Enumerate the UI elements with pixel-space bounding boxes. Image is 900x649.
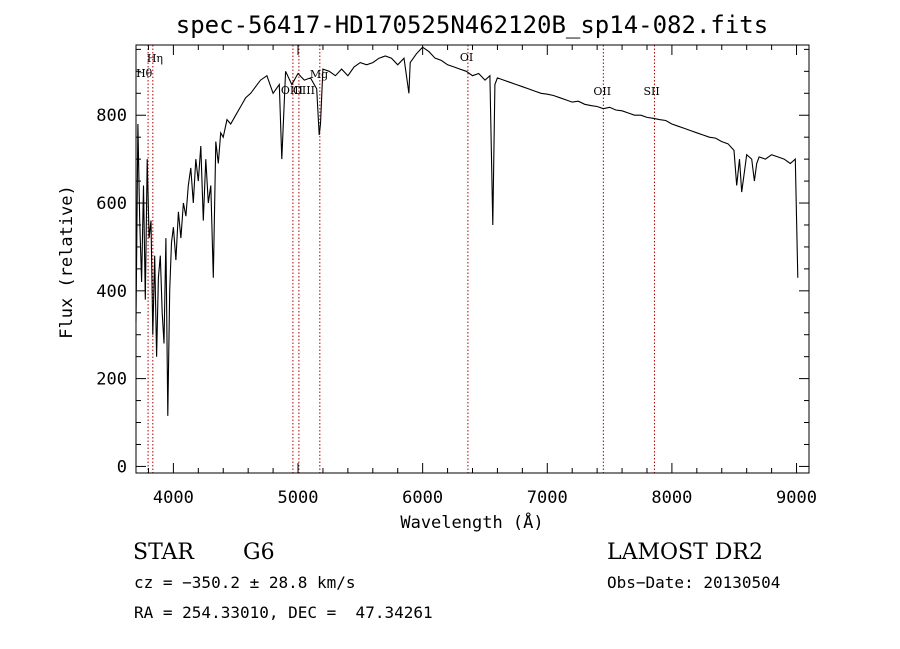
reference-lines bbox=[147, 45, 655, 473]
survey-name: LAMOST DR2 bbox=[607, 540, 763, 565]
x-tick-label: 8000 bbox=[651, 488, 692, 508]
object-subclass: G6 bbox=[243, 540, 275, 565]
y-tick-label: 400 bbox=[96, 282, 127, 302]
y-tick-label: 800 bbox=[96, 106, 127, 126]
reference-line-label: OI bbox=[460, 51, 473, 64]
y-tick-label: 0 bbox=[117, 457, 127, 477]
reference-line-label: Mg bbox=[310, 68, 328, 81]
y-axis-ticks: 0 200 400 600 800 bbox=[96, 48, 809, 477]
x-axis-ticks: 4000 5000 6000 7000 8000 9000 bbox=[147, 45, 817, 508]
redshift-info: cz = −350.2 ± 28.8 km/s bbox=[134, 573, 356, 592]
reference-line-label: OII bbox=[593, 85, 611, 98]
chart-title: spec-56417-HD170525N462120B_sp14-082.fit… bbox=[176, 11, 768, 39]
x-tick-label: 9000 bbox=[776, 488, 817, 508]
reference-line-label: Hη bbox=[147, 52, 163, 65]
reference-line-label: Hθ bbox=[136, 67, 153, 80]
y-tick-label: 200 bbox=[96, 370, 127, 390]
x-axis-label: Wavelength (Å) bbox=[400, 511, 543, 533]
y-axis-label: Flux (relative) bbox=[57, 185, 77, 339]
reference-line-label: SII bbox=[643, 85, 659, 98]
spectrum-line bbox=[135, 46, 799, 416]
x-tick-label: 6000 bbox=[402, 488, 443, 508]
coordinates: RA = 254.33010, DEC = 47.34261 bbox=[134, 603, 433, 622]
x-tick-label: 5000 bbox=[278, 488, 319, 508]
y-tick-label: 600 bbox=[96, 194, 127, 214]
reference-line-label: OIII bbox=[281, 84, 303, 97]
object-class: STAR bbox=[133, 540, 194, 565]
x-tick-label: 4000 bbox=[153, 488, 194, 508]
reference-line-label: OIII bbox=[293, 84, 315, 97]
x-tick-label: 7000 bbox=[527, 488, 568, 508]
observation-date: Obs−Date: 20130504 bbox=[607, 573, 781, 592]
plot-frame bbox=[135, 44, 810, 474]
